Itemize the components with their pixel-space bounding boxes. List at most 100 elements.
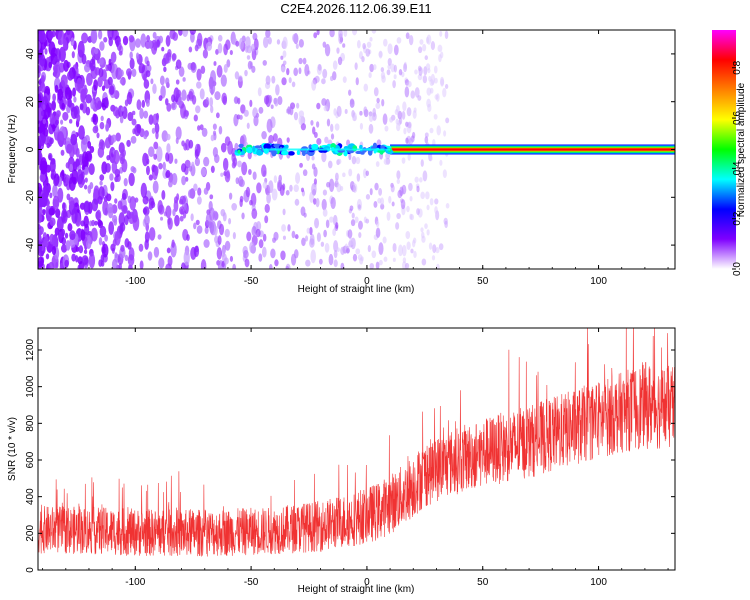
spectrogram-y-axis: -40 -20 0 20 40 xyxy=(25,48,675,252)
noise-blob xyxy=(416,185,420,193)
noise-blob xyxy=(383,38,388,47)
noise-blob xyxy=(228,192,233,200)
noise-blob xyxy=(54,55,58,62)
spectrogram-y-label: Frequency (Hz) xyxy=(7,115,18,184)
signal-blob xyxy=(238,143,244,148)
snr-x-tick-label: -50 xyxy=(244,577,259,588)
noise-blob xyxy=(262,181,268,189)
noise-blob xyxy=(129,51,133,60)
noise-blob xyxy=(262,36,269,49)
noise-blob xyxy=(374,182,379,191)
noise-blob xyxy=(396,212,401,220)
noise-blob xyxy=(232,157,238,167)
signal-blob xyxy=(352,145,358,152)
snr-y-label: SNR (10 * v/v) xyxy=(7,417,18,481)
noise-blob xyxy=(348,89,352,96)
noise-blob xyxy=(266,192,271,204)
noise-blob xyxy=(414,69,418,75)
noise-blob xyxy=(145,70,151,78)
noise-blob xyxy=(401,244,407,257)
noise-blob xyxy=(311,163,316,170)
spectrogram-x-tick-label: 50 xyxy=(477,276,489,287)
noise-blob xyxy=(373,200,378,208)
noise-blob xyxy=(127,111,134,122)
noise-blob xyxy=(42,104,46,110)
noise-blob xyxy=(282,235,286,240)
noise-blob xyxy=(209,194,214,200)
noise-blob xyxy=(66,143,73,154)
noise-blob xyxy=(179,195,187,205)
figure-title: C2E4.2026.112.06.39.E11 xyxy=(280,1,431,16)
signal-blob xyxy=(271,149,277,157)
noise-blob xyxy=(223,43,228,56)
spectrogram-x-axis: -100 -50 0 50 100 xyxy=(42,30,669,287)
noise-blob xyxy=(417,65,422,72)
noise-blob xyxy=(40,82,46,93)
colorbar-tick-label: 0.0 xyxy=(732,262,743,276)
noise-blob xyxy=(212,123,217,130)
noise-blob xyxy=(53,177,59,187)
noise-blob xyxy=(314,75,320,83)
noise-blob xyxy=(147,251,153,261)
noise-blob xyxy=(134,197,139,203)
noise-blob xyxy=(264,215,269,224)
noise-blob xyxy=(352,115,357,122)
noise-blob xyxy=(108,85,115,95)
noise-blob xyxy=(50,173,55,180)
noise-blob xyxy=(117,200,123,210)
noise-blob xyxy=(223,63,228,73)
noise-blob xyxy=(186,234,190,242)
noise-blob xyxy=(161,46,165,52)
noise-blob xyxy=(386,69,391,76)
noise-blob xyxy=(176,193,180,201)
noise-blob xyxy=(101,243,109,258)
noise-blob xyxy=(368,72,372,79)
noise-blob xyxy=(293,184,299,193)
noise-blob xyxy=(157,234,162,240)
noise-blob xyxy=(402,101,407,112)
noise-blob xyxy=(376,229,381,238)
noise-blob xyxy=(234,71,240,80)
noise-blob xyxy=(184,159,191,169)
noise-blob xyxy=(175,79,180,85)
noise-blob xyxy=(86,72,93,86)
noise-blob xyxy=(300,206,306,217)
noise-blob xyxy=(355,77,359,86)
noise-blob xyxy=(41,74,45,84)
noise-blob xyxy=(128,264,133,269)
noise-blob xyxy=(436,263,440,269)
noise-blob xyxy=(57,30,65,46)
noise-blob xyxy=(62,39,68,50)
noise-blob xyxy=(167,49,172,58)
noise-blob xyxy=(210,165,215,174)
noise-blob xyxy=(352,253,358,262)
noise-blob xyxy=(422,43,427,52)
noise-blob xyxy=(229,50,233,56)
noise-blob xyxy=(56,131,65,146)
noise-blob xyxy=(355,248,361,255)
noise-blob xyxy=(89,58,96,72)
noise-blob xyxy=(98,141,104,150)
noise-blob xyxy=(65,162,70,169)
noise-blob xyxy=(439,159,443,166)
noise-blob xyxy=(160,216,164,221)
snr-x-label: Height of straight line (km) xyxy=(298,584,415,595)
noise-blob xyxy=(268,95,273,104)
noise-blob xyxy=(440,78,445,86)
noise-blob xyxy=(349,98,355,108)
noise-blob xyxy=(239,114,243,120)
noise-blob xyxy=(53,64,61,79)
noise-blob xyxy=(405,230,411,240)
noise-blob xyxy=(281,224,286,232)
noise-blob xyxy=(238,75,243,82)
noise-blob xyxy=(119,115,124,124)
noise-blob xyxy=(197,125,201,131)
noise-blob xyxy=(311,183,317,196)
noise-blob xyxy=(220,142,227,153)
noise-blob xyxy=(263,95,270,105)
noise-blob xyxy=(46,142,51,149)
noise-blob xyxy=(363,168,367,179)
noise-blob xyxy=(417,95,422,101)
noise-blob xyxy=(81,53,87,65)
noise-blob xyxy=(340,262,345,269)
